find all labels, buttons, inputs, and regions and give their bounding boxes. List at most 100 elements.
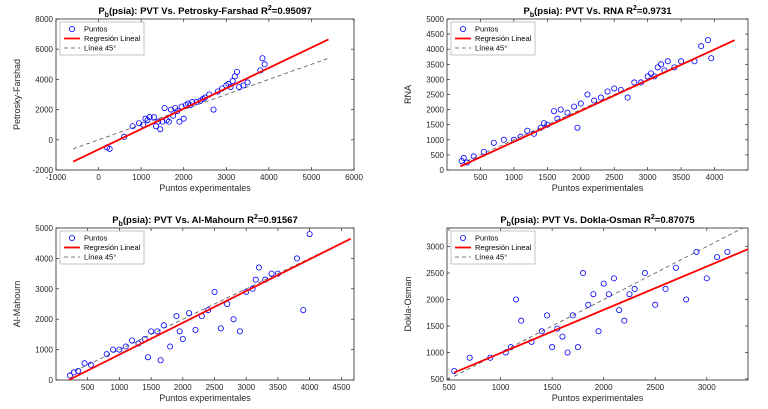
x-axis-label: Puntos experimentales [159,183,251,193]
data-point [631,79,638,86]
data-point [648,70,655,77]
regression-line-series [460,39,735,168]
y-tick-label: 1000 [35,346,53,355]
y-tick-label: 2000 [35,315,53,324]
chart-title: Pb(psia): PVT Vs. Dokla-Osman R2=0.87075 [500,214,695,228]
data-point [708,55,715,62]
title-superscript: 2 [651,214,655,221]
chart-title: Pb(psia): PVT Vs. Petrosky-Farshad R2=0.… [98,5,311,19]
data-point [233,68,240,75]
title-part: =0.9731 [637,6,672,17]
data-point [236,83,243,90]
data-point [75,367,82,374]
x-tick-label: 4500 [332,383,350,392]
data-point [146,114,153,121]
x-axis-label: Puntos experimentales [552,183,644,193]
data-point [564,109,571,116]
data-point [703,275,710,282]
data-point [662,285,669,292]
data-point [252,276,259,283]
data-point [564,349,571,356]
legend-points-marker [459,234,466,241]
x-axis-label: Puntos experimentales [159,393,251,403]
title-part: P [523,6,530,17]
data-point [306,231,313,238]
y-tick-label: 1000 [426,136,444,145]
regression-line-series [72,38,329,163]
plot-data [458,37,735,168]
y-tick-label: 4000 [35,254,53,263]
x-tick-label: 5000 [303,173,321,182]
data-point [631,285,638,292]
data-point [176,328,183,335]
title-superscript: 2 [254,214,258,221]
legend-label: Regresión Lineal [84,243,141,252]
data-point [698,43,705,50]
data-point [714,254,721,261]
title-subscript: b [105,12,109,19]
data-point [116,346,123,353]
data-point [574,344,581,351]
data-point [683,296,690,303]
data-point [176,118,183,125]
y-tick-label: 0 [49,376,54,385]
y-tick-label: 3000 [426,243,444,252]
data-point [480,148,487,155]
x-tick-label: 3000 [639,173,657,182]
x-axis-label: Puntos experimentales [552,393,644,403]
data-point [211,288,218,295]
data-point [543,312,550,319]
y-axis-label: Petrosky-Farshad [12,59,22,130]
data-point [160,322,167,329]
data-point [144,354,151,361]
data-point [559,333,566,340]
data-point [148,328,155,335]
data-point [654,64,661,71]
data-point [180,115,187,122]
legend-points-marker [459,25,466,32]
data-point [569,312,576,319]
data-point [66,372,73,379]
y-axis-label: Dokla-Osman [403,276,413,331]
y-tick-label: 2500 [426,91,444,100]
line-45-series [72,57,329,150]
legend-label: Línea 45° [475,253,507,262]
data-point [129,337,136,344]
data-point [300,307,307,314]
data-point [230,316,237,323]
title-superscript: 2 [268,5,272,12]
line-45-series [460,39,735,165]
x-tick-label: 1500 [142,383,160,392]
x-tick-label: 1500 [538,173,556,182]
data-point [103,351,110,358]
y-tick-label: 4000 [426,45,444,54]
data-point [129,123,136,130]
y-tick-label: 8000 [35,15,53,24]
data-point [595,328,602,335]
x-tick-label: 2500 [605,173,623,182]
data-point [590,291,597,298]
data-point [144,117,151,124]
x-tick-label: 1000 [111,383,129,392]
title-part: (psia): PVT Vs. Dokla-Osman R [511,215,651,226]
chart-panel-4: 500 1000 1500 2000 2500 3000 500 1000 1500 2000 25… [403,214,749,403]
data-point [192,326,199,333]
data-point [658,61,665,68]
x-tick-label: 4000 [260,173,278,182]
data-point [167,343,174,350]
x-tick-label: 2000 [175,173,193,182]
data-point [154,328,161,335]
data-point [179,335,186,342]
legend-points-marker [69,234,76,241]
legend-label: Regresión Lineal [84,34,141,43]
x-tick-label: 1000 [505,173,523,182]
legend-label: Línea 45° [475,44,507,53]
plot-data [72,38,329,163]
data-point [186,310,193,317]
data-point [605,291,612,298]
regression-line-series [453,248,748,374]
data-point [524,127,531,134]
